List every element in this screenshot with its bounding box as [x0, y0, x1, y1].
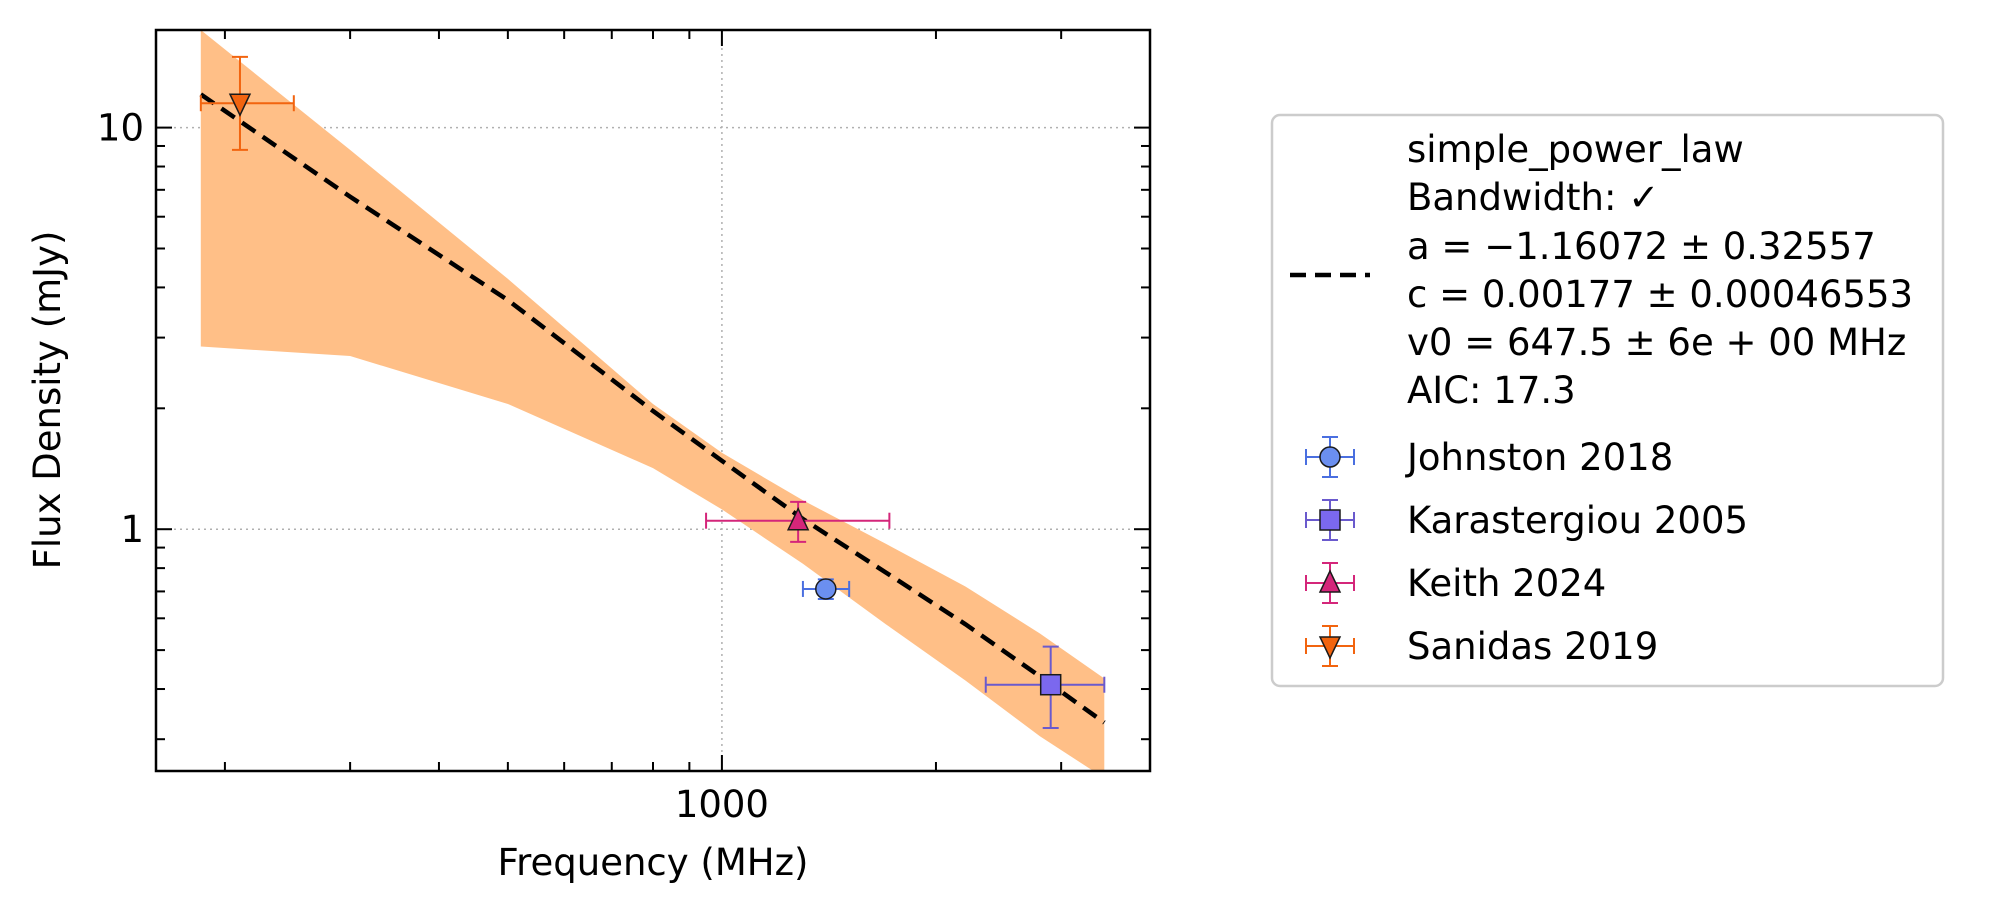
legend: simple_power_law Bandwidth: ✓ a = −1.160…: [1270, 113, 1945, 688]
fit-band: [200, 30, 1105, 771]
tick-labels: 1000 1 10: [97, 107, 769, 826]
legend-marker-keith-2024: [1318, 569, 1342, 593]
fit-line-layer: [199, 92, 1106, 725]
legend-marker-johnston-2018: [1319, 446, 1341, 468]
y-tick-label: 1: [120, 508, 144, 551]
legend-frame: [1270, 113, 1945, 688]
axis-ticks: [156, 30, 1150, 771]
legend-marker-sanidas-2019: [1318, 636, 1342, 660]
legend-fit-line-5: v0 = 647.5 ± 6e + 00 MHz: [1407, 321, 1906, 364]
legend-marker-karastergiou-2005: [1319, 509, 1341, 531]
data-points-layer: [199, 55, 1106, 729]
x-axis-label: Frequency (MHz): [498, 841, 809, 884]
x-tick-label: 1000: [675, 783, 769, 826]
legend-label-sanidas-2019: Sanidas 2019: [1407, 625, 1658, 668]
fit-uncertainty-band: [200, 30, 1105, 771]
point-keith-2024: [786, 506, 810, 531]
legend-entries: Johnston 2018 Karastergiou 2005 Keith 2024…: [1305, 436, 1748, 668]
fit-line: [199, 92, 1106, 725]
y-tick-label: 10: [97, 107, 144, 150]
gridlines: [156, 30, 1150, 771]
legend-label-johnston-2018: Johnston 2018: [1405, 436, 1673, 479]
legend-fit-line-6: AIC: 17.3: [1407, 369, 1576, 412]
legend-fit-line-3: a = −1.16072 ± 0.32557: [1407, 225, 1876, 268]
legend-fit-line-2: Bandwidth: ✓: [1407, 176, 1659, 219]
y-axis-label: Flux Density (mJy): [26, 231, 69, 570]
legend-fit-line-4: c = 0.00177 ± 0.00046553: [1407, 273, 1913, 316]
legend-label-karastergiou-2005: Karastergiou 2005: [1407, 499, 1748, 542]
point-sanidas-2019: [228, 93, 252, 117]
legend-fit-line-1: simple_power_law: [1407, 128, 1744, 171]
point-karastergiou-2005: [1039, 673, 1062, 696]
point-johnston-2018: [815, 578, 837, 600]
legend-label-keith-2024: Keith 2024: [1407, 562, 1606, 605]
